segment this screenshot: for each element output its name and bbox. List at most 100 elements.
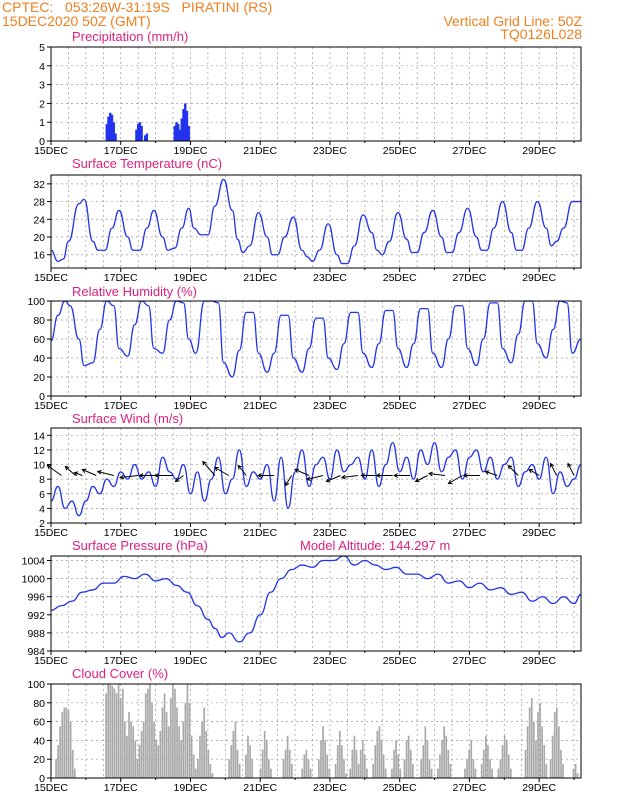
wind-vector <box>528 469 540 476</box>
cloud-bar <box>73 768 76 778</box>
x-tick-label: 15DEC <box>34 272 68 284</box>
y-tick-label: 1000 <box>22 574 46 586</box>
cloud-bar <box>111 685 114 778</box>
y-tick-label: 0 <box>39 136 45 148</box>
cloud-bar <box>560 749 562 778</box>
panel-2: 16 20 24 28 32 15DEC 17DEC 19DEC 21DEC 23DEC 25DEC… <box>33 156 582 284</box>
cloud-bar <box>555 707 558 778</box>
x-tick-label: 15DEC <box>34 400 68 412</box>
cloud-bar <box>144 693 147 778</box>
wind-arrowhead <box>393 473 398 478</box>
cloud-bar <box>59 726 62 778</box>
y-tick-label: 16 <box>33 250 45 262</box>
cloud-bar <box>351 749 354 778</box>
panel-title: Precipitation (mm/h) <box>72 29 188 44</box>
cloud-bar <box>357 763 360 778</box>
cloud-bar <box>261 749 264 778</box>
cloud-bar <box>353 735 356 778</box>
panel-title: Surface Wind (m/s) <box>72 411 183 426</box>
x-tick-label: 25DEC <box>383 145 417 157</box>
cloud-bar <box>247 735 249 778</box>
cloud-bar <box>203 707 205 778</box>
cloud-bar <box>336 745 339 778</box>
y-tick-label: 40 <box>33 353 45 365</box>
precip-bar <box>180 118 183 141</box>
wind-arrowhead <box>119 474 125 480</box>
wind-arrowhead <box>257 473 262 478</box>
cloud-bar <box>234 721 237 778</box>
y-tick-label: 12 <box>33 445 45 457</box>
cloud-bar <box>574 763 577 778</box>
y-tick-label: 100 <box>27 296 45 308</box>
cloud-bar <box>393 749 395 778</box>
cloud-bar <box>501 745 504 778</box>
wind-arrowhead <box>305 476 311 481</box>
cloud-bar <box>441 740 443 778</box>
cloud-bar <box>572 768 575 778</box>
wind-vector <box>485 471 498 476</box>
cloud-bar <box>57 745 59 778</box>
y-tick-label: 2 <box>39 518 45 530</box>
cloud-bar <box>382 754 385 778</box>
panel-frame <box>50 683 582 779</box>
cloud-bar <box>201 721 203 778</box>
precip-bar <box>135 129 138 141</box>
x-tick-label: 19DEC <box>174 145 208 157</box>
x-tick-label: 19DEC <box>174 782 208 794</box>
wind-arrowhead <box>427 471 433 477</box>
precip-bar <box>178 129 182 141</box>
cloud-bar <box>403 759 406 778</box>
cloud-bar <box>384 768 387 778</box>
cloud-bar <box>288 749 291 778</box>
x-tick-label: 27DEC <box>452 782 486 794</box>
panel-frame <box>50 427 582 524</box>
wind-arrowhead <box>507 464 513 470</box>
cloud-bar <box>188 702 191 778</box>
x-tick-label: 19DEC <box>174 655 208 667</box>
cloud-bar <box>430 768 433 778</box>
cloud-bar <box>128 712 130 778</box>
x-tick-label: 29DEC <box>522 655 556 667</box>
x-tick-label: 15DEC <box>34 527 68 539</box>
cloud-bar <box>117 684 120 778</box>
cloud-bar <box>209 763 212 778</box>
cloud-bar <box>282 759 285 778</box>
x-tick-label: 23DEC <box>313 272 347 284</box>
cloud-bar <box>153 721 155 778</box>
wind-arrowhead <box>360 473 366 478</box>
wind-vector <box>65 466 76 476</box>
y-tick-label: 100 <box>27 679 45 691</box>
cloud-bar <box>176 707 178 778</box>
x-tick-label: 27DEC <box>452 527 486 539</box>
cloud-bar <box>149 684 151 778</box>
cloud-bar <box>424 726 427 778</box>
x-tick-label: 17DEC <box>104 400 138 412</box>
x-tick-label: 23DEC <box>313 655 347 667</box>
cloud-bar <box>411 763 414 778</box>
cloud-bar <box>263 731 266 778</box>
x-tick-label: 29DEC <box>522 272 556 284</box>
cloud-bar <box>409 749 412 778</box>
x-tick-label: 29DEC <box>522 527 556 539</box>
cloud-bar <box>439 754 441 778</box>
cloud-bar <box>497 768 500 778</box>
cloud-bar <box>178 726 180 778</box>
precip-bar <box>105 124 108 141</box>
precip-bar <box>136 124 140 141</box>
wind-arrowhead <box>285 481 290 487</box>
panel-title: Surface Pressure (hPa) <box>72 538 208 553</box>
cloud-bar <box>345 773 347 778</box>
cloud-bar <box>470 740 473 778</box>
y-tick-label: 24 <box>33 214 45 226</box>
x-tick-label: 17DEC <box>104 272 138 284</box>
cloud-bar <box>503 735 506 778</box>
panel-frame <box>50 174 582 269</box>
wind-arrowhead <box>484 470 490 475</box>
cloud-bar <box>322 726 324 778</box>
cloud-bar <box>230 745 233 778</box>
y-tick-label: 3 <box>39 80 45 92</box>
panel-title: Surface Temperature (nC) <box>72 156 222 171</box>
cloud-bar <box>251 759 253 778</box>
wind-arrowhead <box>549 462 555 468</box>
panel-subtitle: Model Altitude: 144.297 m <box>300 538 450 553</box>
